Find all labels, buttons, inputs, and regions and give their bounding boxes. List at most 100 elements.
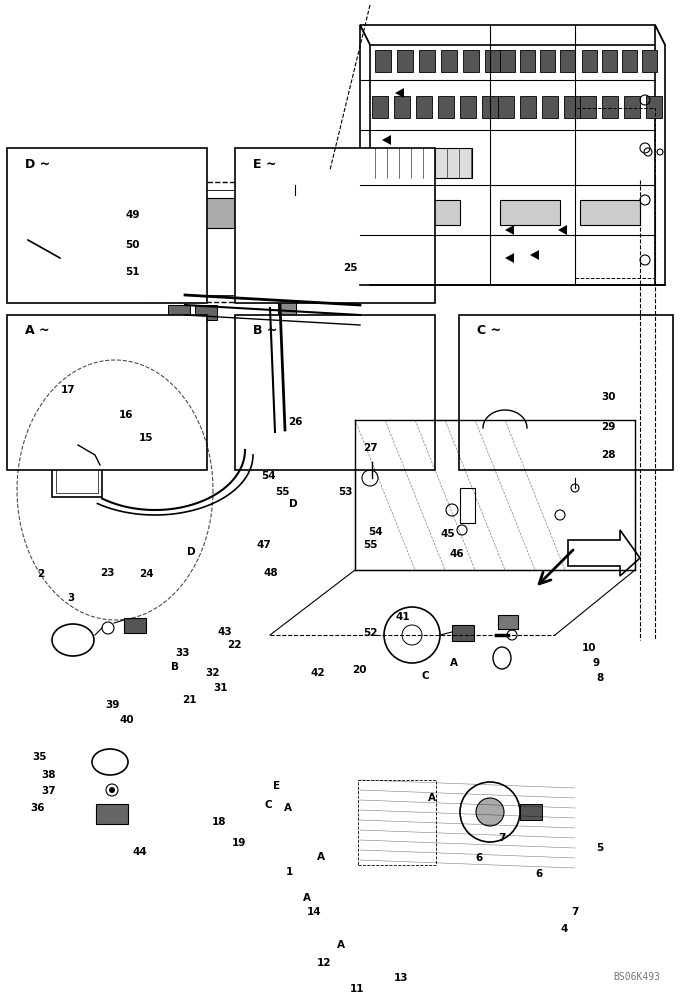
Bar: [441, 50, 457, 72]
Polygon shape: [655, 25, 665, 285]
Bar: [397, 50, 413, 72]
Text: 36: 36: [30, 803, 45, 813]
Text: 31: 31: [214, 683, 228, 693]
Polygon shape: [382, 135, 391, 145]
Bar: [460, 96, 476, 118]
Text: E ~: E ~: [252, 157, 276, 170]
Bar: [498, 615, 518, 629]
Text: 40: 40: [119, 715, 134, 725]
Text: 41: 41: [395, 612, 410, 622]
Bar: [278, 302, 296, 316]
Text: A: A: [303, 893, 311, 903]
Bar: [300, 242, 332, 280]
Polygon shape: [250, 327, 259, 337]
Text: 6: 6: [536, 869, 543, 879]
Polygon shape: [530, 250, 539, 260]
Text: 20: 20: [352, 665, 367, 675]
Text: 45: 45: [440, 529, 455, 539]
Text: 10: 10: [581, 643, 596, 653]
Text: 44: 44: [132, 847, 147, 857]
Bar: [235, 315, 435, 470]
Bar: [624, 96, 640, 118]
Text: 26: 26: [288, 417, 303, 427]
Text: 5: 5: [596, 843, 603, 853]
Circle shape: [476, 798, 504, 826]
Text: 16: 16: [118, 410, 133, 420]
Bar: [622, 50, 637, 72]
Text: A: A: [428, 793, 436, 803]
Bar: [419, 50, 435, 72]
Bar: [452, 625, 474, 641]
Bar: [195, 305, 217, 320]
Text: 4: 4: [561, 924, 568, 934]
Bar: [178, 240, 188, 256]
Text: 37: 37: [41, 786, 56, 796]
Text: 30: 30: [601, 392, 616, 402]
Text: 46: 46: [449, 549, 464, 559]
Bar: [148, 190, 303, 295]
Text: B: B: [171, 662, 179, 672]
Text: 15: 15: [139, 433, 154, 443]
Bar: [560, 50, 575, 72]
Text: 24: 24: [139, 569, 154, 579]
Text: 6: 6: [475, 853, 482, 863]
Text: 22: 22: [227, 640, 242, 650]
Bar: [564, 96, 580, 118]
Bar: [542, 96, 558, 118]
Bar: [463, 50, 479, 72]
Text: 35: 35: [32, 752, 47, 762]
Bar: [498, 96, 514, 118]
Text: 3: 3: [68, 593, 75, 603]
Text: 49: 49: [125, 210, 140, 220]
Polygon shape: [360, 25, 370, 285]
Text: 25: 25: [343, 263, 358, 273]
Text: 12: 12: [316, 958, 331, 968]
Bar: [7, 148, 207, 303]
Text: 43: 43: [217, 627, 232, 637]
Bar: [140, 182, 315, 302]
Bar: [520, 96, 536, 118]
Text: 23: 23: [100, 568, 115, 578]
Text: A: A: [317, 852, 325, 862]
Bar: [380, 200, 460, 225]
Text: D: D: [290, 499, 298, 509]
Text: 7: 7: [498, 833, 505, 843]
Bar: [394, 96, 410, 118]
Bar: [459, 315, 673, 470]
Text: 27: 27: [363, 443, 378, 453]
Text: 39: 39: [105, 700, 120, 710]
Text: 53: 53: [338, 487, 353, 497]
Bar: [485, 50, 501, 72]
Bar: [460, 388, 485, 423]
Bar: [304, 264, 328, 278]
Bar: [482, 96, 498, 118]
Polygon shape: [360, 25, 665, 45]
Text: 19: 19: [232, 838, 247, 848]
Text: 14: 14: [307, 907, 322, 917]
Text: 8: 8: [597, 673, 604, 683]
Text: 55: 55: [275, 487, 290, 497]
Text: D: D: [188, 547, 196, 557]
Text: A: A: [337, 940, 345, 950]
Bar: [318, 408, 346, 426]
Polygon shape: [360, 230, 369, 240]
Bar: [56, 469, 98, 493]
Text: 54: 54: [368, 527, 383, 537]
Text: 47: 47: [256, 540, 271, 550]
Bar: [96, 804, 128, 824]
Text: 52: 52: [363, 628, 378, 638]
Text: 17: 17: [61, 385, 75, 395]
Bar: [7, 315, 207, 470]
Text: 50: 50: [125, 240, 140, 250]
Text: 38: 38: [41, 770, 56, 780]
Bar: [646, 96, 662, 118]
Polygon shape: [558, 225, 567, 235]
Text: 13: 13: [394, 973, 409, 983]
Text: C: C: [264, 800, 272, 810]
Text: 11: 11: [350, 984, 364, 994]
Text: C ~: C ~: [477, 324, 501, 338]
Text: C: C: [421, 671, 429, 681]
Bar: [520, 50, 535, 72]
Text: A ~: A ~: [24, 324, 50, 338]
Bar: [372, 96, 388, 118]
